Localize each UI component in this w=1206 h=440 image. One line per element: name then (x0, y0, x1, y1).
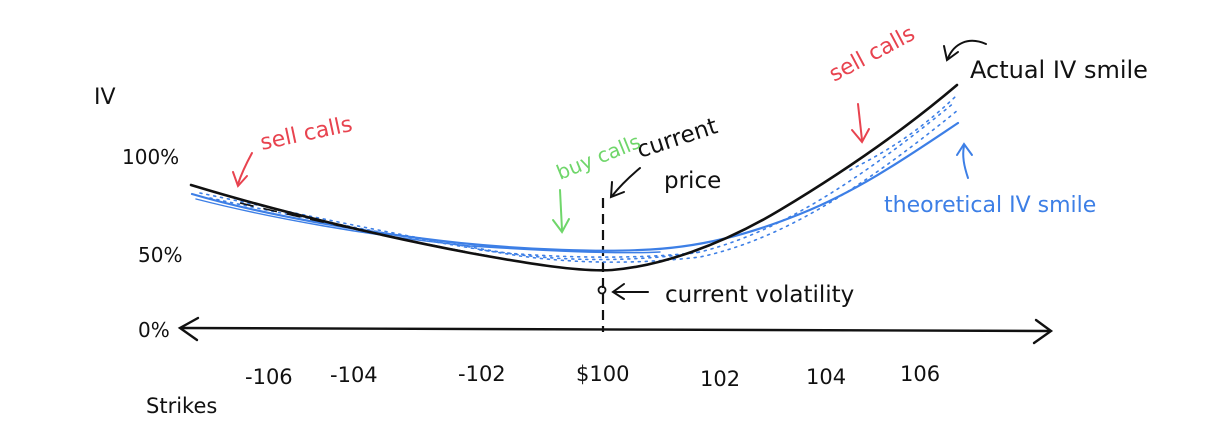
gap-dots (199, 96, 959, 263)
theoretical-iv-arrow (956, 142, 973, 179)
tick-label: -106 (245, 365, 293, 389)
y-label-0: 0% (138, 318, 170, 342)
sell-calls-left-arrow (232, 152, 253, 188)
tick-label: $100 (576, 362, 629, 386)
strikes-label: Strikes (146, 394, 217, 418)
sell-calls-right-label: sell calls (825, 21, 919, 87)
iv-axis-label: IV (94, 85, 116, 110)
tick-label: 102 (700, 367, 740, 391)
y-label-50: 50% (138, 243, 182, 267)
theoretical-iv-curve-stroke2 (195, 198, 661, 254)
sell-calls-right-arrow (851, 103, 870, 144)
current-price-label-line1: current (634, 113, 721, 163)
tick-label: -102 (458, 362, 506, 386)
current-volatility-label: current volatility (665, 282, 854, 308)
actual-iv-curve (189, 83, 959, 272)
tick-label: 106 (900, 362, 940, 386)
theoretical-iv-label: theoretical IV smile (884, 193, 1096, 218)
current-price-arrow (609, 167, 641, 199)
tick-label: -104 (330, 363, 378, 387)
x-axis (177, 316, 1054, 345)
current-volatility-arrow (611, 283, 649, 300)
actual-iv-label: Actual IV smile (970, 56, 1148, 84)
actual-iv-arrow (943, 39, 987, 62)
sell-calls-left-label: sell calls (258, 112, 355, 156)
current-volatility-marker (597, 285, 607, 295)
tick-label: 104 (806, 365, 846, 389)
actual-iv-curve-dash (239, 202, 501, 259)
y-label-100: 100% (122, 145, 179, 169)
x-tick-labels: -106 -104 -102 $100 102 104 106 (245, 362, 940, 391)
current-price-label-line2: price (664, 168, 721, 194)
buy-calls-arrow (552, 189, 570, 234)
